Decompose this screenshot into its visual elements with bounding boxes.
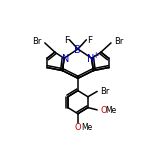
Text: Br: Br: [100, 87, 110, 96]
Text: B: B: [74, 45, 81, 55]
Text: O: O: [75, 123, 81, 132]
Text: N: N: [86, 54, 94, 64]
Text: O: O: [101, 106, 108, 115]
Text: +: +: [92, 51, 99, 60]
Text: F: F: [87, 36, 92, 45]
Text: Br: Br: [32, 37, 42, 46]
Text: ⁻: ⁻: [79, 42, 83, 51]
Text: N: N: [62, 54, 69, 64]
Text: Me: Me: [82, 123, 93, 132]
Text: F: F: [64, 36, 69, 45]
Text: Me: Me: [105, 106, 116, 115]
Text: Br: Br: [114, 37, 123, 46]
